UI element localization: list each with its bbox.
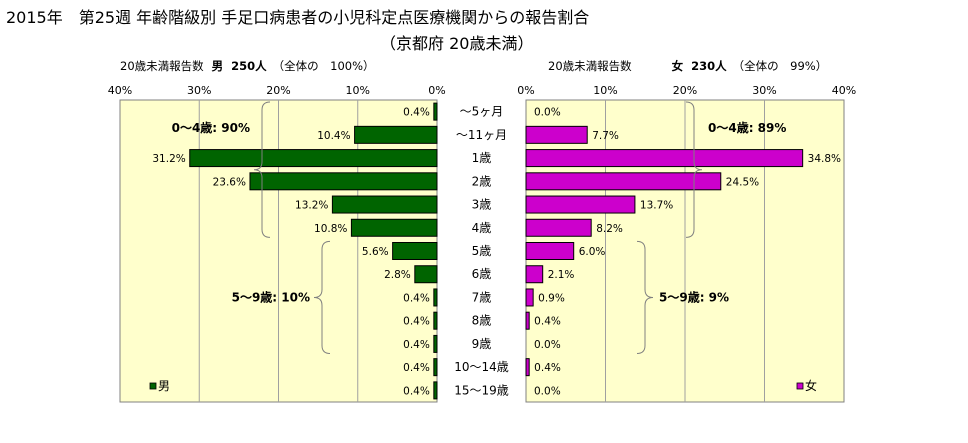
right-data-label: 2.1% <box>548 269 575 281</box>
left-group-annotation: 5～9歳: 10% <box>232 289 310 304</box>
category-label: 4歳 <box>472 221 492 235</box>
right-data-label: 24.5% <box>726 176 759 188</box>
left-data-label: 10.8% <box>314 223 347 235</box>
category-label: ～11ヶ月 <box>456 128 507 142</box>
right-data-label: 8.2% <box>596 223 623 235</box>
category-label: 15～19歳 <box>454 383 509 397</box>
right-data-label: 0.9% <box>538 292 565 304</box>
left-bar <box>189 149 438 168</box>
right-legend-label: 女 <box>805 378 817 393</box>
left-header-sex: 男 <box>212 59 224 73</box>
left-bar <box>354 125 438 144</box>
left-data-label: 31.2% <box>152 153 185 165</box>
right-data-label: 34.8% <box>808 153 841 165</box>
left-data-label: 5.6% <box>362 246 389 258</box>
right-data-label: 7.7% <box>592 130 619 142</box>
left-x-tick-label: 30% <box>187 84 211 97</box>
right-data-label: 13.7% <box>640 200 673 212</box>
left-bar <box>331 195 438 214</box>
right-header-count: 230人 <box>691 59 727 73</box>
right-bar <box>525 172 722 191</box>
right-bar <box>525 358 530 377</box>
left-series-header: 20歳未満報告数男 250人 （全体の 100%） <box>120 59 375 73</box>
left-bar <box>433 288 438 307</box>
right-legend-swatch <box>796 382 804 390</box>
right-x-tick-label: 10% <box>593 84 617 97</box>
left-bar <box>433 102 438 121</box>
category-label: 1歳 <box>472 151 492 165</box>
right-data-label: 0.0% <box>534 107 561 119</box>
right-bar <box>525 149 804 168</box>
left-bar <box>433 334 438 353</box>
left-bar <box>414 265 438 284</box>
left-bar <box>350 218 438 237</box>
right-bar <box>525 288 534 307</box>
left-data-label: 2.8% <box>384 269 411 281</box>
category-label: 8歳 <box>472 314 492 328</box>
left-bar <box>392 242 438 260</box>
category-label: 5歳 <box>472 244 492 258</box>
left-data-label: 23.6% <box>213 176 246 188</box>
right-bar <box>525 218 592 237</box>
category-label: 2歳 <box>472 174 492 188</box>
right-group-annotation: 5～9歳: 9% <box>659 289 729 304</box>
right-group-brace <box>636 240 654 355</box>
right-x-tick-label: 20% <box>673 84 697 97</box>
left-data-label: 0.4% <box>403 385 430 397</box>
left-x-tick-label: 0% <box>428 84 445 97</box>
left-header-prefix: 20歳未満報告数 <box>120 59 204 73</box>
right-data-label: 6.0% <box>579 246 606 258</box>
right-bar <box>525 242 575 260</box>
right-bar <box>525 125 588 144</box>
right-data-label: 0.4% <box>534 362 561 374</box>
right-data-label: 0.4% <box>534 316 561 328</box>
left-data-label: 0.4% <box>403 107 430 119</box>
left-header-share: （全体の 100%） <box>273 59 375 73</box>
right-bar <box>525 195 636 214</box>
chart-subtitle: （京都府 20歳未満） <box>380 34 534 53</box>
right-bar <box>525 311 530 330</box>
left-x-tick-label: 20% <box>266 84 290 97</box>
left-legend-label: 男 <box>158 379 170 393</box>
left-data-label: 13.2% <box>295 200 328 212</box>
right-group-annotation: 0～4歳: 89% <box>708 120 786 135</box>
left-data-label: 10.4% <box>317 130 350 142</box>
category-label: 9歳 <box>472 337 492 351</box>
right-bar <box>525 265 544 284</box>
left-group-brace <box>313 240 331 355</box>
left-data-label: 0.4% <box>403 339 430 351</box>
chart-title: 2015年 第25週 年齢階級別 手足口病患者の小児科定点医療機関からの報告割合 <box>6 8 590 27</box>
right-x-tick-label: 30% <box>752 84 776 97</box>
right-x-tick-label: 40% <box>832 84 856 97</box>
left-bar <box>249 172 438 191</box>
category-label: 7歳 <box>472 290 492 304</box>
right-data-label: 0.0% <box>534 339 561 351</box>
right-data-label: 0.0% <box>534 385 561 397</box>
right-header-prefix: 20歳未満報告数 <box>548 59 632 73</box>
left-data-label: 0.4% <box>403 362 430 374</box>
right-group-brace <box>685 101 703 238</box>
left-bar <box>433 358 438 377</box>
left-data-label: 0.4% <box>403 316 430 328</box>
category-label: 10～14歳 <box>454 360 509 374</box>
right-header-sex: 女 <box>672 59 684 73</box>
left-bar <box>433 381 438 400</box>
left-x-tick-label: 40% <box>108 84 132 97</box>
left-bar <box>433 311 438 330</box>
right-x-tick-label: 0% <box>517 84 534 97</box>
left-legend-swatch <box>149 382 157 390</box>
right-header-share: （全体の 99%） <box>733 59 828 73</box>
right-series-header: 20歳未満報告数 女 230人 （全体の 99%） <box>548 59 827 73</box>
category-label: 6歳 <box>472 267 492 281</box>
category-label: ～5ヶ月 <box>460 105 504 119</box>
left-data-label: 0.4% <box>403 292 430 304</box>
left-x-tick-label: 10% <box>346 84 370 97</box>
category-label: 3歳 <box>472 198 492 212</box>
left-group-brace <box>253 101 271 238</box>
left-header-count: 250人 <box>231 59 267 73</box>
left-group-annotation: 0～4歳: 90% <box>172 120 250 135</box>
